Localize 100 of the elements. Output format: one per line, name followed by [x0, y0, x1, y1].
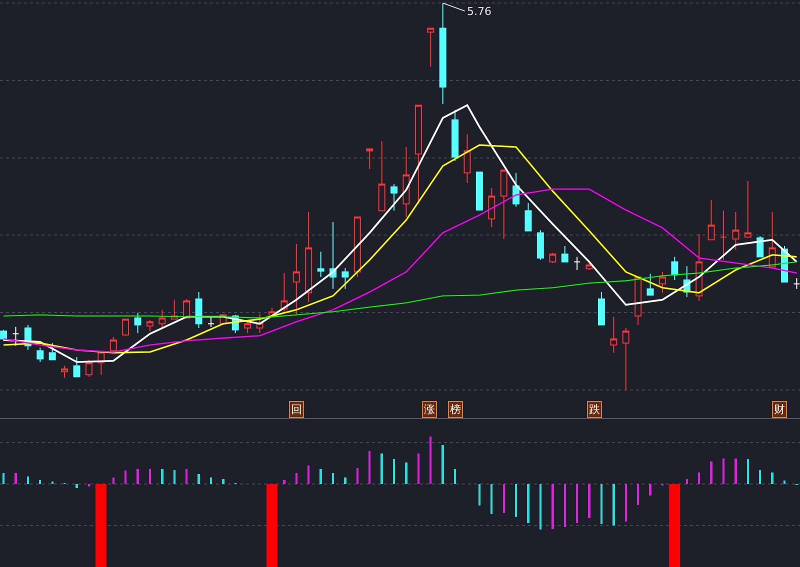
candlestick	[720, 210, 727, 260]
bar	[417, 453, 420, 484]
bar	[26, 476, 30, 484]
candlestick	[574, 256, 581, 270]
candlestick	[610, 316, 618, 354]
bar	[514, 484, 518, 518]
candlestick	[305, 211, 312, 303]
bar	[96, 484, 107, 567]
bar	[502, 484, 505, 514]
candlestick	[122, 318, 130, 336]
candlestick	[158, 309, 166, 330]
bar	[430, 436, 432, 484]
bar	[710, 462, 712, 484]
bar	[490, 484, 493, 514]
text: 财	[774, 403, 785, 416]
bar	[14, 473, 17, 484]
bar	[686, 479, 688, 484]
text: 回	[291, 403, 302, 416]
bar	[222, 479, 224, 484]
candlestick	[744, 180, 752, 238]
bar	[380, 453, 383, 484]
candlestick	[646, 273, 654, 296]
bar	[368, 450, 371, 484]
candlestick	[427, 28, 434, 68]
bar	[698, 472, 700, 484]
text: 涨	[424, 403, 435, 416]
bar	[283, 480, 286, 484]
candlestick	[378, 140, 386, 212]
bar	[746, 459, 749, 484]
candlestick	[671, 256, 678, 281]
candlestick	[549, 252, 556, 264]
bar	[771, 472, 774, 484]
text: 跌	[589, 403, 600, 416]
candlestick	[524, 202, 532, 232]
bar	[356, 468, 359, 484]
candlestick	[439, 2, 446, 105]
bar	[783, 480, 786, 484]
candlestick	[0, 329, 8, 342]
bar	[539, 484, 542, 530]
text: 榜	[450, 403, 461, 416]
bar	[136, 469, 139, 484]
candlestick	[561, 245, 568, 262]
bar	[320, 469, 322, 484]
bar	[124, 470, 127, 484]
bar	[392, 459, 396, 484]
candlestick	[48, 342, 56, 360]
bar	[478, 484, 481, 506]
bar	[198, 474, 200, 484]
bar	[295, 473, 298, 484]
bar	[442, 444, 444, 484]
bar	[76, 484, 78, 488]
candlestick	[85, 359, 92, 378]
bar	[454, 469, 456, 484]
candlestick	[134, 312, 142, 334]
candlestick	[207, 316, 214, 328]
candlestick	[12, 326, 20, 346]
bar	[185, 469, 188, 484]
bar	[722, 458, 725, 484]
bar	[527, 484, 530, 524]
candlestick	[598, 292, 605, 326]
candlestick	[793, 278, 800, 290]
bar	[669, 484, 680, 567]
candlestick	[622, 327, 630, 390]
candlestick	[476, 172, 483, 211]
bar	[173, 470, 176, 484]
bar	[210, 477, 212, 484]
candlestick	[658, 271, 666, 294]
bar	[588, 484, 590, 518]
bar	[161, 469, 164, 484]
candlestick	[452, 109, 459, 162]
candlestick	[488, 187, 496, 228]
candlestick	[464, 134, 471, 184]
bar	[759, 470, 762, 484]
bar	[332, 473, 334, 484]
bar	[2, 473, 5, 484]
bar	[564, 484, 566, 528]
candlestick	[292, 244, 300, 315]
bar	[636, 484, 640, 505]
bar	[148, 469, 152, 484]
candlestick	[73, 356, 80, 378]
bar	[576, 484, 578, 524]
candlestick	[317, 251, 324, 278]
candlestick	[146, 319, 154, 332]
candlestick	[500, 170, 508, 240]
bar	[552, 484, 554, 529]
candlestick	[634, 276, 642, 326]
candlestick	[708, 199, 715, 240]
bar	[612, 484, 615, 526]
candlestick	[402, 146, 410, 218]
candlestick	[110, 336, 117, 352]
candlestick	[36, 347, 44, 363]
candlestick	[366, 148, 374, 170]
bar	[344, 477, 346, 484]
bar	[112, 477, 114, 484]
candlestick	[342, 268, 349, 290]
annotation: 5.76	[467, 5, 492, 18]
candlestick	[756, 235, 764, 258]
candlestick	[61, 365, 68, 378]
bar	[405, 462, 408, 484]
candlestick	[195, 292, 202, 328]
